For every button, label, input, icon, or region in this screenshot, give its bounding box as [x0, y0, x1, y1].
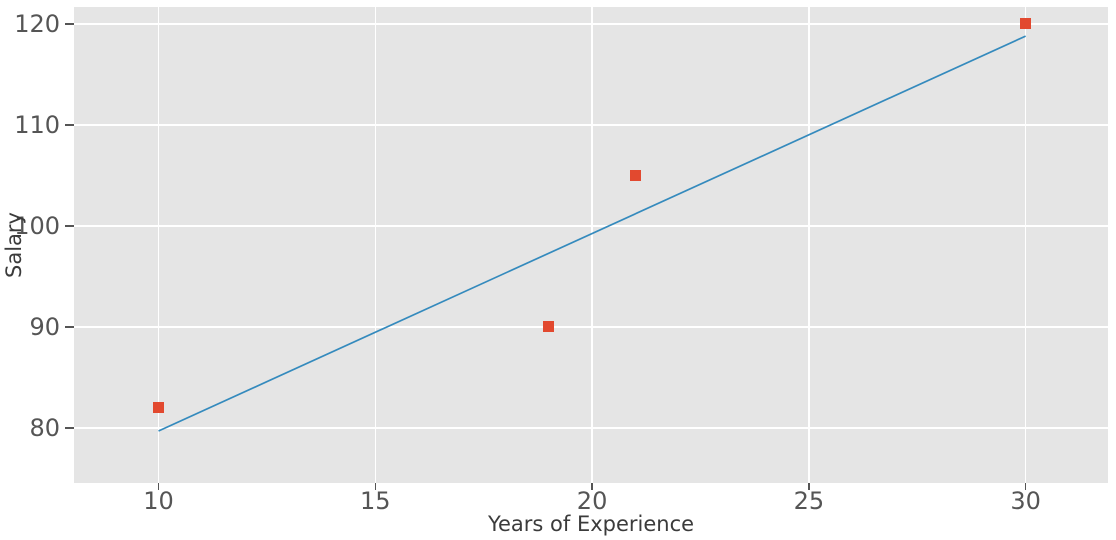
y-tick-label: 110 — [14, 110, 60, 139]
x-tick-label: 30 — [1010, 487, 1041, 515]
gridline-horizontal — [74, 225, 1108, 227]
gridline-horizontal — [74, 124, 1108, 126]
y-axis-label: Salary — [2, 212, 26, 278]
gridline-vertical — [808, 7, 810, 483]
data-point-marker — [153, 402, 165, 414]
y-tick-mark — [65, 326, 74, 328]
y-tick-label: 120 — [14, 9, 60, 38]
x-tick-mark — [591, 483, 593, 490]
y-tick-mark — [65, 225, 74, 227]
data-point-marker — [629, 169, 641, 181]
gridline-vertical — [591, 7, 593, 483]
x-axis-label: Years of Experience — [487, 512, 695, 536]
gridline-vertical — [374, 7, 377, 483]
gridline-vertical — [157, 7, 160, 483]
gridline-horizontal — [74, 23, 1108, 25]
gridline-horizontal — [74, 427, 1108, 429]
y-tick-mark — [65, 427, 74, 429]
y-tick-mark — [65, 23, 74, 25]
trend-line-layer — [158, 35, 1026, 432]
x-tick-label: 20 — [576, 487, 608, 515]
x-tick-label: 15 — [360, 487, 391, 515]
x-tick-mark — [374, 483, 377, 490]
gridline-horizontal — [74, 326, 1108, 328]
y-tick-mark — [65, 124, 74, 126]
x-tick-label: 25 — [793, 487, 825, 515]
regression-line — [158, 35, 1026, 432]
y-tick-label: 100 — [14, 211, 60, 240]
plot-area — [74, 7, 1108, 483]
y-tick-label: 80 — [29, 413, 60, 442]
x-tick-mark — [157, 483, 160, 490]
x-tick-mark — [808, 483, 810, 490]
data-point-marker — [543, 321, 555, 333]
x-tick-mark — [1024, 483, 1027, 490]
y-tick-label: 90 — [29, 312, 60, 341]
x-tick-label: 10 — [143, 487, 174, 515]
data-point-marker — [1020, 18, 1032, 30]
gridline-vertical — [1024, 7, 1027, 483]
